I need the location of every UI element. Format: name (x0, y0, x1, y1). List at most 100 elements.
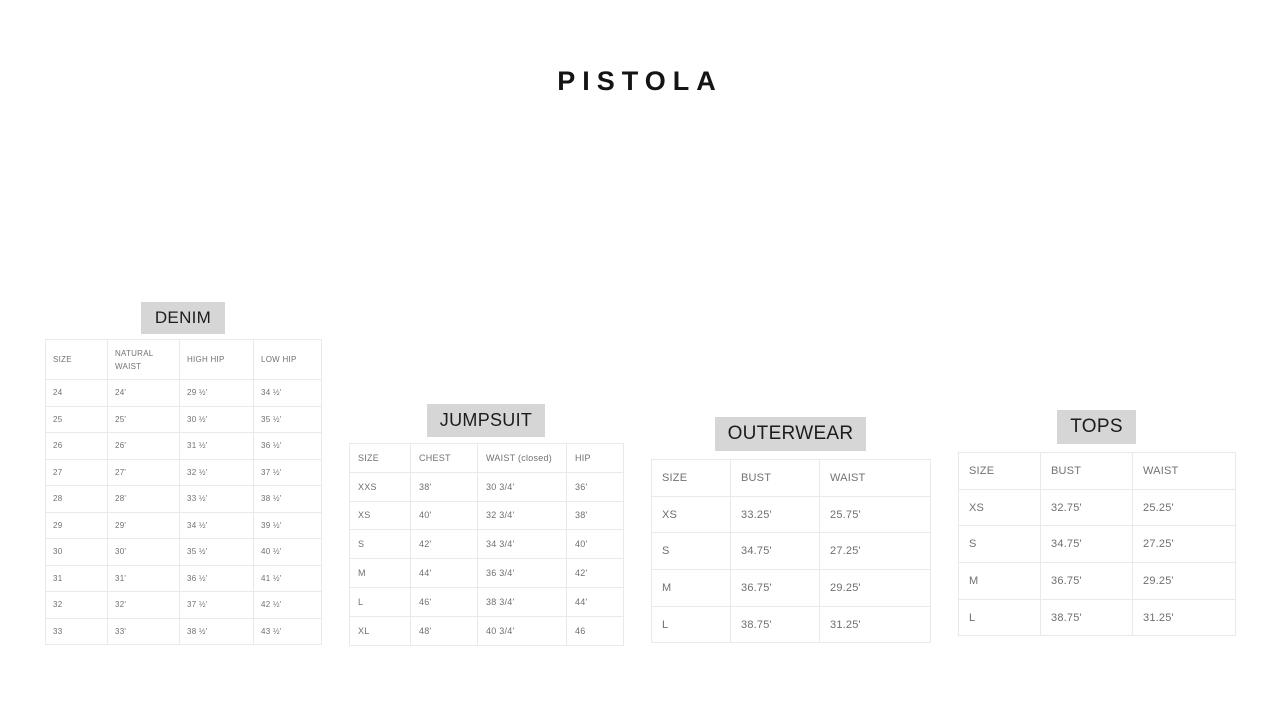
cell-bust: 38.75' (730, 605, 820, 644)
table-header-row: SIZE NATURAL WAIST HIGH HIP LOW HIP (45, 339, 322, 380)
table-row: 30 30' 35 ½' 40 ½' (45, 538, 322, 566)
cell-high-hip: 35 ½' (179, 538, 254, 566)
cell-size: M (349, 558, 411, 588)
section-title-tops: TOPS (1057, 410, 1136, 444)
cell-natural-waist: 25' (107, 405, 180, 433)
table-row: XS 40' 32 3/4' 38' (349, 500, 624, 531)
table-row: L 38.75' 31.25' (651, 605, 931, 644)
cell-bust: 36.75' (730, 569, 820, 607)
table-row: S 34.75' 27.25' (958, 525, 1236, 564)
table-row: 26 26' 31 ½' 36 ½' (45, 432, 322, 460)
cell-waist: 29.25' (819, 569, 931, 607)
cell-natural-waist: 28' (107, 485, 180, 513)
column-header-high-hip: HIGH HIP (179, 339, 254, 380)
cell-high-hip: 29 ½' (179, 379, 254, 407)
section-title-wrap-tops: TOPS (958, 410, 1235, 444)
cell-low-hip: 43 ½' (253, 617, 322, 645)
cell-waist: 25.75' (819, 495, 931, 534)
size-table-jumpsuit: SIZE CHEST WAIST (closed) HIP XXS 38' 30… (349, 443, 624, 646)
cell-waist: 40 3/4' (477, 615, 567, 646)
table-row: XL 48' 40 3/4' 46 (349, 615, 624, 646)
column-header-low-hip: LOW HIP (253, 339, 322, 380)
size-section-denim: DENIM SIZE NATURAL WAIST HIGH HIP LOW HI… (45, 302, 322, 645)
cell-chest: 42' (410, 529, 478, 560)
column-header-waist: WAIST (819, 459, 931, 497)
cell-size: XXS (349, 471, 411, 502)
cell-size: S (651, 532, 731, 571)
cell-size: XS (651, 495, 731, 534)
cell-size: S (958, 525, 1041, 564)
cell-size: XS (958, 488, 1041, 527)
cell-size: 25 (45, 405, 108, 433)
table-row: XS 32.75' 25.25' (958, 488, 1236, 527)
section-title-wrap-jumpsuit: JUMPSUIT (349, 404, 623, 437)
table-row: 33 33' 38 ½' 43 ½' (45, 617, 322, 645)
cell-high-hip: 37 ½' (179, 591, 254, 619)
cell-waist: 27.25' (1132, 525, 1236, 564)
cell-bust: 32.75' (1040, 488, 1133, 527)
table-row: 24 24' 29 ½' 34 ½' (45, 379, 322, 407)
table-row: 29 29' 34 ½' 39 ½' (45, 511, 322, 539)
section-title-denim: DENIM (140, 302, 226, 334)
column-header-size: SIZE (45, 339, 108, 380)
cell-waist: 36 3/4' (477, 558, 567, 588)
column-header-natural-waist: NATURAL WAIST (107, 339, 180, 380)
cell-size: XL (349, 615, 411, 646)
cell-hip: 42' (566, 558, 624, 588)
cell-high-hip: 30 ½' (179, 405, 254, 433)
cell-waist: 38 3/4' (477, 586, 567, 617)
cell-waist: 32 3/4' (477, 500, 567, 531)
cell-natural-waist: 29' (107, 511, 180, 539)
cell-size: M (651, 569, 731, 607)
cell-waist: 30 3/4' (477, 471, 567, 502)
cell-high-hip: 36 ½' (179, 564, 254, 592)
cell-size: 30 (45, 538, 108, 566)
cell-low-hip: 34 ½' (253, 379, 322, 407)
cell-natural-waist: 24' (107, 379, 180, 407)
cell-waist: 27.25' (819, 532, 931, 571)
cell-size: 31 (45, 564, 108, 592)
table-row: 27 27' 32 ½' 37 ½' (45, 458, 322, 486)
cell-size: 29 (45, 511, 108, 539)
cell-natural-waist: 33' (107, 617, 180, 645)
cell-size: M (958, 562, 1041, 600)
table-row: L 46' 38 3/4' 44' (349, 586, 624, 617)
cell-waist: 31.25' (1132, 598, 1236, 637)
cell-low-hip: 35 ½' (253, 405, 322, 433)
cell-chest: 40' (410, 500, 478, 531)
cell-chest: 38' (410, 471, 478, 502)
table-row: S 34.75' 27.25' (651, 532, 931, 571)
cell-low-hip: 41 ½' (253, 564, 322, 592)
table-row: M 36.75' 29.25' (958, 562, 1236, 600)
cell-bust: 34.75' (1040, 525, 1133, 564)
column-header-size: SIZE (958, 452, 1041, 490)
cell-natural-waist: 30' (107, 538, 180, 566)
cell-low-hip: 40 ½' (253, 538, 322, 566)
cell-waist: 25.25' (1132, 488, 1236, 527)
cell-size: XS (349, 500, 411, 531)
cell-bust: 38.75' (1040, 598, 1133, 637)
table-header-row: SIZE BUST WAIST (958, 452, 1236, 490)
cell-high-hip: 31 ½' (179, 432, 254, 460)
cell-hip: 40' (566, 529, 624, 560)
table-row: 28 28' 33 ½' 38 ½' (45, 485, 322, 513)
cell-chest: 48' (410, 615, 478, 646)
cell-size: 28 (45, 485, 108, 513)
section-title-outerwear: OUTERWEAR (714, 417, 867, 451)
size-table-denim: SIZE NATURAL WAIST HIGH HIP LOW HIP 24 2… (45, 339, 322, 645)
cell-natural-waist: 27' (107, 458, 180, 486)
cell-waist: 34 3/4' (477, 529, 567, 560)
size-table-tops: SIZE BUST WAIST XS 32.75' 25.25' S 34.75… (958, 452, 1236, 637)
table-row: S 42' 34 3/4' 40' (349, 529, 624, 560)
cell-size: 32 (45, 591, 108, 619)
cell-size: 33 (45, 617, 108, 645)
section-title-wrap-outerwear: OUTERWEAR (651, 417, 930, 451)
cell-bust: 36.75' (1040, 562, 1133, 600)
cell-chest: 44' (410, 558, 478, 588)
cell-bust: 33.25' (730, 495, 820, 534)
table-row: XXS 38' 30 3/4' 36' (349, 471, 624, 502)
cell-high-hip: 32 ½' (179, 458, 254, 486)
cell-hip: 46 (566, 615, 624, 646)
cell-hip: 36' (566, 471, 624, 502)
column-header-waist: WAIST (closed) (477, 443, 567, 473)
